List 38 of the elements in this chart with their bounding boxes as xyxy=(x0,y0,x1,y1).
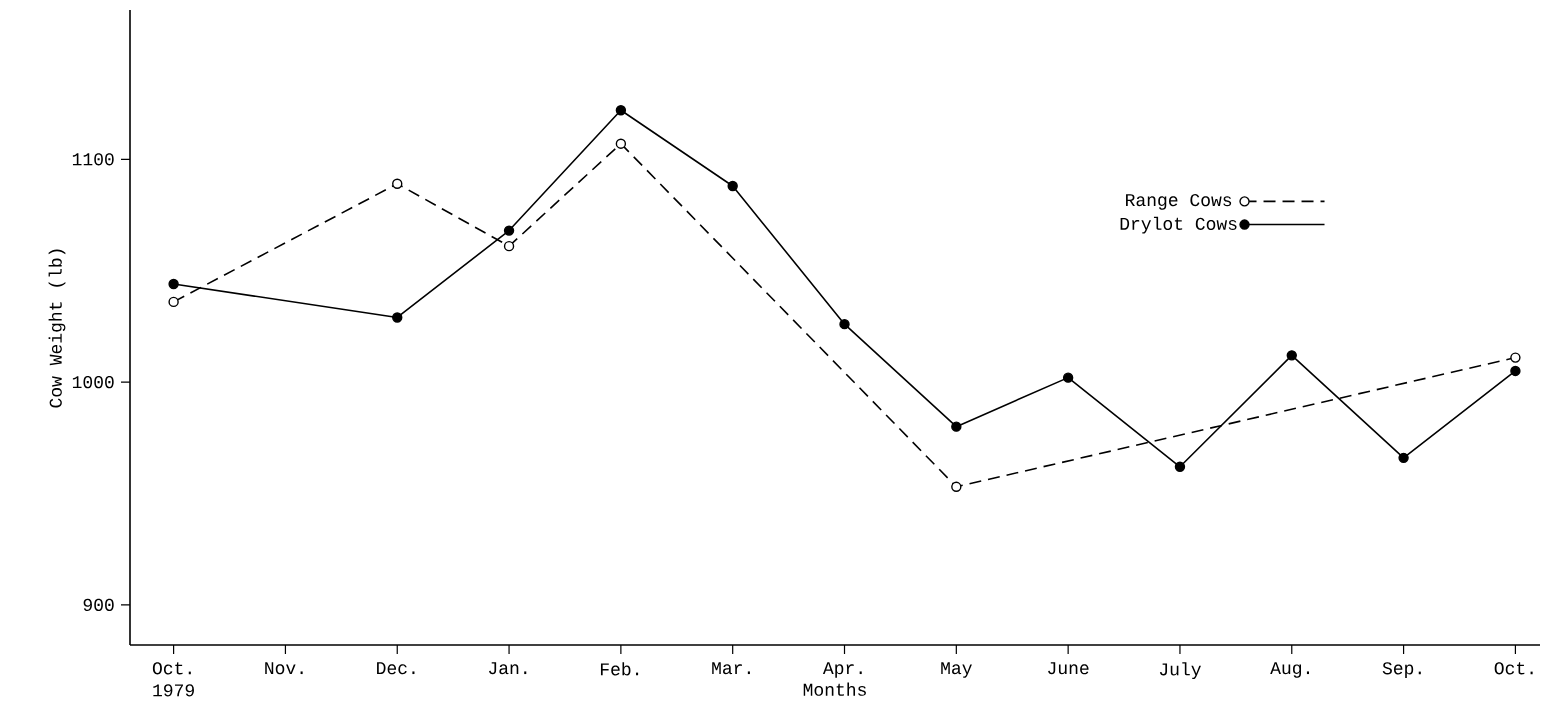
y-axis-title: Cow Weight (lb) xyxy=(48,249,66,408)
y-tick-label: 900 xyxy=(83,598,114,611)
x-tick-label: Feb. xyxy=(600,662,639,676)
x-tick-label: Sep. xyxy=(1382,662,1421,678)
point xyxy=(727,180,738,192)
point xyxy=(839,318,850,330)
y-tick-label: 1100 xyxy=(72,153,114,166)
x-tick-label: Jan. xyxy=(489,662,527,675)
x-tick-label: June xyxy=(1048,662,1089,675)
x-tick-label: Aug. xyxy=(1270,662,1309,678)
x-axis-title: Months xyxy=(803,682,866,696)
point xyxy=(615,105,627,116)
point xyxy=(168,278,179,290)
x-tick-label: May xyxy=(941,662,972,678)
point xyxy=(951,421,962,432)
x-tick-label: Dec. xyxy=(377,662,415,675)
point xyxy=(503,225,515,236)
x-tick-label: Apr. xyxy=(822,662,862,678)
point xyxy=(1174,461,1186,472)
point xyxy=(951,481,962,492)
point xyxy=(168,296,179,308)
point xyxy=(392,312,403,323)
x-tick-label: Mar. xyxy=(712,662,750,675)
legend-label: Drylot Cows xyxy=(1120,216,1237,234)
point xyxy=(1510,352,1521,363)
y-tick-label: 1000 xyxy=(72,375,114,389)
point xyxy=(615,138,627,149)
point xyxy=(1062,372,1074,383)
point xyxy=(1510,365,1521,377)
legend-label: Range Cows xyxy=(1126,193,1232,210)
point xyxy=(503,240,515,252)
point xyxy=(1398,452,1409,464)
x-tick-label: July xyxy=(1159,662,1201,679)
point xyxy=(1286,350,1297,361)
x-tick-label: Oct. xyxy=(1494,662,1533,675)
x-tick-label: Nov. xyxy=(265,662,303,675)
x-tick-label: Oct. 1979 xyxy=(152,662,194,697)
point xyxy=(392,178,403,189)
